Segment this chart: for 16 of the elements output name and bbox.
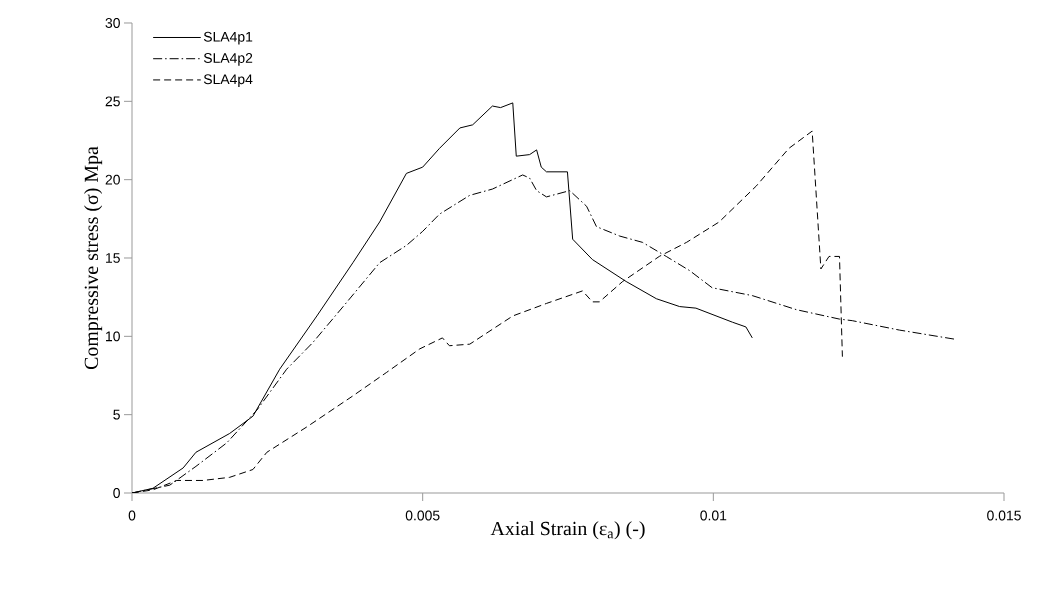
legend-label: SLA4p1 <box>203 31 253 45</box>
y-tick-label: 10 <box>106 331 120 342</box>
y-tick-label: 20 <box>105 174 120 185</box>
x-axis-title: Axial Strain (ε$_{a}$) (-) <box>490 521 645 540</box>
y-tick-label: 5 <box>113 409 120 420</box>
y-tick-label: 0 <box>113 488 120 498</box>
y-tick-label: 15 <box>106 253 120 263</box>
x-tick-label: 0.01 <box>700 510 727 521</box>
x-tick-label: 0 <box>128 510 136 521</box>
x-tick-label: 0.015 <box>987 510 1021 521</box>
y-axis-title: Compressive stress (σ) Mpa <box>84 146 103 370</box>
legend-label: SLA4p4 <box>203 74 253 87</box>
legend-label: SLA4p2 <box>203 53 253 66</box>
y-tick-label: 25 <box>105 96 120 107</box>
x-tick-label: 0.005 <box>405 510 440 521</box>
y-tick-label: 30 <box>105 18 120 28</box>
